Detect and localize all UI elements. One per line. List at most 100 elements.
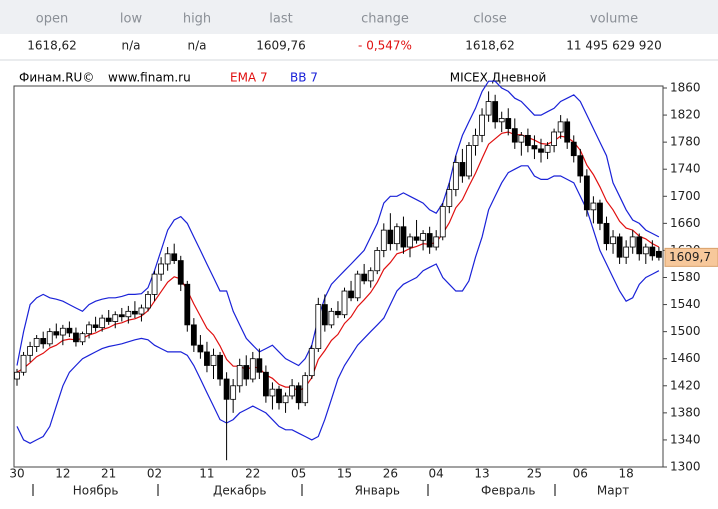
x-tick-label: 05	[291, 467, 306, 481]
candle-body	[623, 246, 630, 258]
candle-body	[472, 134, 479, 146]
quote-header: high	[183, 12, 211, 27]
y-tick-label: 1500	[670, 324, 701, 338]
quote-header: volume	[590, 12, 638, 27]
candle-body	[505, 118, 512, 130]
y-tick-label: 1380	[670, 405, 701, 419]
candle-body	[439, 206, 446, 238]
candle-body	[204, 351, 210, 366]
candle-body	[321, 304, 328, 326]
candle-body	[138, 307, 145, 315]
chart-url: www.finam.ru	[108, 71, 191, 85]
candle-body	[158, 263, 165, 275]
y-tick-label: 1820	[670, 108, 701, 122]
plot-frame	[13, 85, 664, 468]
month-label: Декабрь	[213, 484, 266, 498]
y-tick-label: 1340	[670, 432, 701, 446]
candle-body	[361, 273, 368, 282]
candle-body	[597, 202, 603, 224]
x-tick-label: 25	[527, 467, 542, 481]
candle-body	[492, 101, 499, 123]
x-tick-label: 06	[573, 467, 588, 481]
candle-body	[354, 273, 361, 299]
chart-source: Финам.RU©	[19, 71, 94, 85]
candle-body	[230, 385, 237, 400]
x-tick-label: 22	[245, 467, 260, 481]
candle-body	[479, 114, 485, 136]
candle-body	[46, 331, 53, 345]
candle-body	[590, 202, 597, 211]
candle-body	[223, 378, 230, 400]
candle-body	[256, 358, 263, 373]
candle-body	[269, 388, 276, 397]
last-price-label: 1609,7	[669, 250, 711, 264]
y-tick-label: 1700	[670, 189, 701, 203]
x-tick-label: 21	[101, 467, 116, 481]
candle-body	[20, 354, 27, 373]
candle-body	[302, 375, 309, 404]
candle-body	[118, 314, 125, 318]
candle-body	[452, 162, 459, 190]
candle-body	[295, 385, 302, 404]
candle-body	[610, 236, 616, 245]
month-label: Январь	[355, 484, 400, 498]
quote-value: n/a	[121, 39, 140, 53]
month-label: Февраль	[481, 484, 536, 498]
candle-body	[393, 226, 400, 245]
candle-body	[105, 317, 112, 322]
candle-body	[197, 344, 204, 353]
candle-body	[420, 233, 427, 241]
candle-body	[570, 141, 577, 157]
candle-body	[66, 327, 73, 334]
candle-body	[92, 324, 99, 328]
candle-body	[217, 354, 223, 380]
candle-body	[583, 175, 590, 211]
quote-header: close	[473, 12, 506, 27]
candle-body	[262, 371, 269, 397]
x-tick-label: 15	[337, 467, 352, 481]
candle-body	[525, 134, 531, 146]
y-tick-label: 1580	[670, 270, 701, 284]
candle-body	[433, 236, 440, 248]
candle-body	[151, 273, 158, 295]
candle-body	[413, 236, 420, 241]
quote-header: last	[269, 12, 292, 27]
candle-body	[59, 327, 66, 336]
candle-body	[125, 310, 132, 318]
candle-body	[656, 250, 662, 258]
candle-body	[243, 365, 250, 380]
candle-body	[518, 134, 525, 143]
candle-body	[348, 290, 354, 299]
candle-body	[86, 324, 92, 335]
candle-body	[538, 148, 544, 153]
candle-body	[544, 145, 551, 153]
candle-body	[511, 128, 518, 143]
candle-body	[603, 222, 610, 245]
legend-bb: BB 7	[290, 71, 318, 85]
candle-body	[289, 385, 296, 397]
candle-body	[79, 333, 86, 343]
candle-body	[531, 145, 538, 150]
candle-body	[446, 189, 453, 207]
candle-body	[171, 253, 178, 261]
quote-value: 11 495 629 920	[566, 39, 661, 53]
last-price-box	[664, 247, 718, 267]
candle-body	[190, 324, 197, 346]
candle-body	[616, 236, 623, 258]
y-tick-label: 1540	[670, 297, 701, 311]
candle-body	[210, 354, 217, 366]
plot-area	[14, 80, 662, 461]
quote-header-bg	[0, 0, 718, 34]
candle-body	[374, 250, 381, 272]
candle-body	[400, 226, 407, 248]
y-tick-label: 1460	[670, 351, 701, 365]
quote-value: n/a	[187, 39, 206, 53]
candle-body	[112, 314, 119, 322]
candle-body	[236, 365, 243, 387]
quote-value: 1618,62	[27, 39, 77, 53]
candle-body	[577, 155, 584, 177]
y-tick-label: 1860	[670, 81, 701, 95]
x-tick-label: 30	[9, 467, 24, 481]
candle-body	[177, 260, 184, 285]
